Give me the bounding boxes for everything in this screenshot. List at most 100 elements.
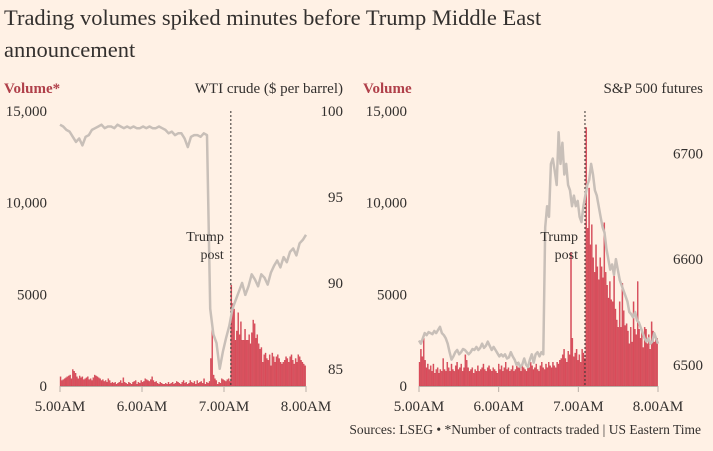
- volume-bar: [215, 380, 218, 387]
- volume-bar: [428, 369, 430, 387]
- volume-bar: [122, 377, 125, 387]
- x-axis-tick-label: 6.00AM: [117, 399, 167, 415]
- volume-bar: [618, 301, 621, 387]
- volume-bar: [502, 371, 504, 387]
- volume-bar: [62, 379, 64, 387]
- volume-bar: [186, 384, 189, 387]
- volume-bar: [523, 367, 525, 387]
- volume-bar: [211, 329, 213, 387]
- volume-bar: [65, 377, 67, 387]
- volume-bar: [292, 360, 294, 387]
- volume-bar: [496, 373, 499, 387]
- volume-bar: [463, 367, 465, 387]
- volume-bar: [637, 281, 639, 387]
- volume-bar: [543, 369, 546, 387]
- volume-bar: [150, 379, 152, 387]
- volume-bar: [518, 365, 521, 387]
- volume-bar: [218, 382, 220, 387]
- volume-bar: [275, 356, 278, 387]
- volume-bar: [240, 321, 242, 387]
- volume-bar: [171, 382, 174, 387]
- wti-volume-label: Volume*: [4, 81, 60, 97]
- volume-bar: [176, 381, 178, 387]
- volume-bar: [300, 360, 302, 387]
- volume-bar: [158, 384, 160, 387]
- volume-bar: [561, 354, 564, 387]
- volume-bar: [271, 352, 274, 387]
- volume-bar: [578, 354, 581, 387]
- volume-bar: [173, 384, 175, 387]
- volume-bar: [282, 362, 284, 387]
- volume-bar: [237, 312, 239, 387]
- volume-bar: [152, 380, 155, 387]
- volume-bar: [206, 382, 208, 387]
- volume-bar: [600, 266, 603, 387]
- volume-bar: [639, 338, 642, 387]
- volume-bar: [575, 349, 578, 387]
- volume-bar: [192, 383, 194, 387]
- volume-bar: [96, 376, 99, 387]
- right-axis-tick-label: 6600: [673, 252, 703, 268]
- volume-bar: [546, 367, 549, 387]
- volume-bar: [492, 367, 494, 387]
- volume-bar: [467, 367, 469, 387]
- volume-bar: [118, 382, 120, 387]
- volume-bar: [453, 371, 455, 387]
- volume-bar: [219, 383, 222, 387]
- volume-bar: [95, 375, 97, 387]
- volume-bar: [159, 382, 161, 387]
- volume-bar: [599, 257, 601, 387]
- wti-price-label: WTI crude ($ per barrel): [195, 81, 343, 97]
- volume-bar: [530, 362, 532, 387]
- volume-bar: [69, 374, 71, 387]
- volume-bar: [503, 367, 506, 387]
- volume-bar: [631, 341, 633, 387]
- volume-bar: [281, 363, 283, 387]
- volume-bar: [140, 380, 142, 387]
- volume-bar: [617, 327, 619, 387]
- volume-bar: [466, 360, 468, 387]
- volume-bar: [283, 360, 286, 387]
- volume-bar: [625, 323, 628, 387]
- wti-price-line: [59, 123, 308, 371]
- volume-bar: [495, 371, 497, 387]
- volume-bar: [602, 277, 604, 387]
- volume-bar: [460, 363, 462, 387]
- volume-bar: [223, 380, 226, 387]
- volume-bar: [627, 330, 629, 387]
- volume-bar: [106, 382, 108, 387]
- volume-bar: [612, 301, 614, 387]
- right-axis-tick-label: 85: [328, 362, 343, 378]
- volume-bar: [130, 384, 133, 387]
- volume-bar: [165, 383, 167, 387]
- volume-bar: [610, 299, 613, 387]
- volume-bar: [506, 369, 508, 387]
- volume-bar: [255, 338, 257, 387]
- volume-bar: [197, 383, 200, 387]
- volume-bar: [646, 343, 649, 387]
- volume-bar: [630, 327, 632, 387]
- volume-bar: [297, 354, 300, 387]
- volume-bar: [136, 384, 138, 387]
- volume-bar: [210, 358, 212, 387]
- left-axis-tick-label: 5000: [17, 287, 47, 303]
- volume-bar: [85, 377, 88, 387]
- volume-bar: [214, 378, 216, 387]
- volume-bar: [111, 382, 114, 387]
- volume-bar: [296, 362, 298, 387]
- volume-bar: [155, 381, 157, 387]
- wti-annotation-line1: Trump: [186, 230, 224, 245]
- volume-bar: [293, 363, 295, 387]
- volume-bar: [586, 228, 589, 387]
- volume-bar: [278, 358, 280, 387]
- volume-bar: [70, 378, 73, 387]
- volume-bar: [474, 369, 476, 387]
- volume-bar: [244, 329, 246, 387]
- left-axis-tick-label: 15,000: [366, 104, 407, 120]
- volume-bar: [568, 354, 571, 387]
- volume-bar: [262, 362, 264, 387]
- volume-bar: [475, 371, 478, 387]
- volume-bar: [139, 383, 141, 387]
- volume-bar: [471, 367, 474, 387]
- volume-bar: [141, 382, 144, 387]
